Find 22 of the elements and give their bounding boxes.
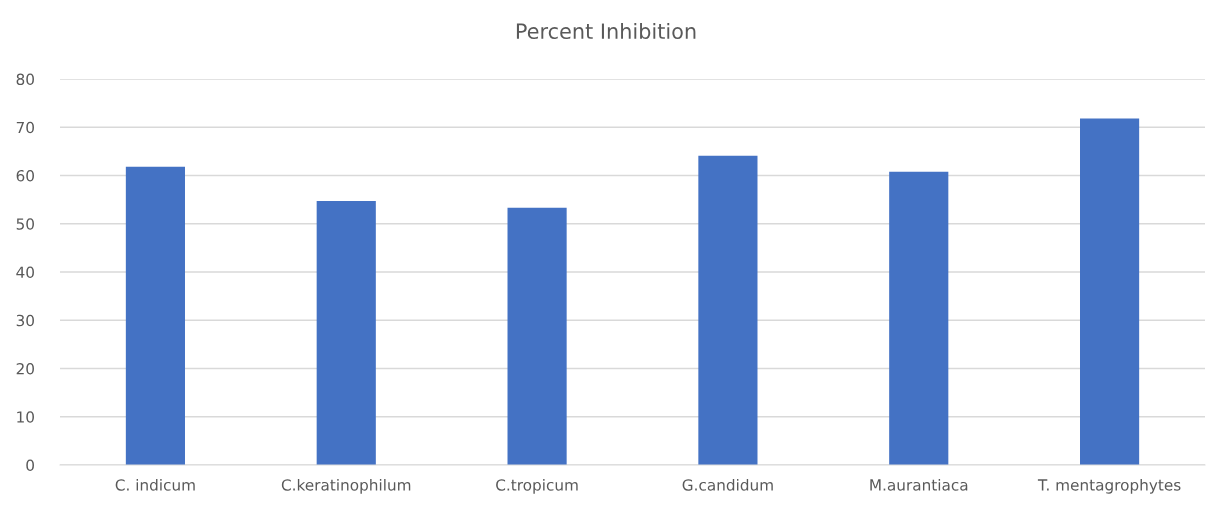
y-tick-label: 50 — [16, 218, 34, 230]
x-tick-label: C. indicum — [115, 478, 195, 491]
bar — [1080, 118, 1140, 465]
x-tick-label: T. mentagrophytes — [1037, 478, 1181, 494]
bar — [698, 155, 758, 465]
y-tick-label: 20 — [16, 362, 34, 375]
y-tick-label: 10 — [17, 411, 34, 423]
x-tick-label: C.keratinophilum — [281, 478, 411, 494]
y-tick-label: 60 — [16, 169, 34, 182]
x-tick-label: C.tropicum — [496, 478, 578, 494]
y-tick-label: 30 — [16, 314, 34, 327]
bar — [507, 207, 567, 465]
bar — [125, 166, 185, 465]
bar — [889, 171, 949, 465]
y-tick-label: 0 — [26, 459, 34, 472]
bar — [316, 201, 376, 465]
y-tick-label: 70 — [16, 121, 34, 134]
x-tick-label: G.candidum — [682, 478, 773, 491]
chart-title: Percent Inhibition — [516, 22, 696, 40]
x-tick-label: M.aurantiaca — [870, 478, 968, 491]
y-tick-label: 80 — [16, 73, 34, 86]
y-tick-label: 40 — [16, 266, 34, 279]
